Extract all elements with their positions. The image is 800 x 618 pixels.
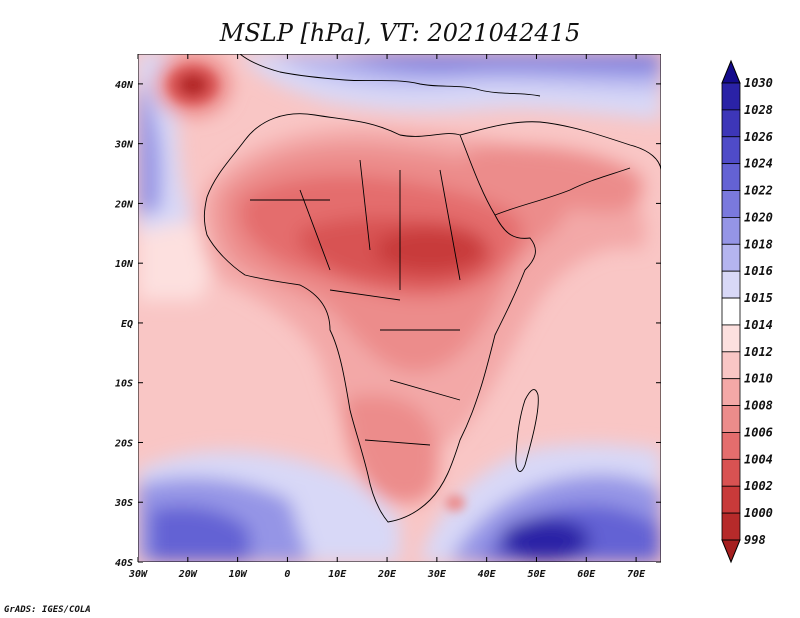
lon-tick-label: 20W (178, 569, 198, 580)
colorbar-label: 1010 (744, 372, 773, 386)
colorbar-top-arrow (721, 59, 741, 84)
colorbar-segment (721, 324, 741, 353)
colorbar-label: 1024 (744, 157, 773, 171)
lat-tick-label: 30S (114, 498, 133, 509)
colorbar-segment (721, 163, 741, 191)
colorbar-label: 1014 (744, 318, 773, 332)
lat-tick-label: 20S (114, 438, 133, 449)
lon-tick-label: 30W (128, 569, 148, 580)
colorbar-label: 1026 (744, 130, 773, 144)
colorbar-segment (721, 405, 741, 433)
lat-tick-label: 30N (114, 140, 134, 151)
colorbar-label: 1018 (744, 237, 773, 251)
map-axes: 30W 20W 10W 0 10E 20E 30E 40E 50E 60E 70E 40N 30N 20N… (114, 54, 661, 580)
colorbar-segment (721, 297, 741, 326)
colorbar-label: 1004 (744, 452, 773, 466)
colorbar-segment (721, 458, 741, 487)
colorbar-label: 1012 (744, 345, 773, 359)
colorbar-label: 1016 (744, 264, 773, 278)
colorbar-segment (721, 243, 741, 272)
pressure-field (138, 54, 661, 562)
colorbar-segment (721, 378, 741, 406)
colorbar-label: 998 (744, 533, 766, 547)
lon-tick-label: 10W (229, 569, 248, 580)
colorbar-segment (721, 351, 741, 380)
lat-tick-label: 10S (115, 379, 133, 390)
lon-tick-label: 0 (284, 569, 290, 580)
lon-tick-label: 70E (627, 569, 646, 580)
colorbar-segment (721, 136, 741, 165)
lon-tick-label: 50E (527, 569, 546, 580)
colorbar-label: 1020 (744, 210, 773, 224)
lon-tick-label: 40E (478, 569, 497, 580)
colorbar-label: 1015 (744, 291, 773, 305)
lon-tick-label: 20E (377, 569, 397, 580)
colorbar-segment (721, 485, 741, 514)
colorbar: 1030 1028 1026 1024 1022 1020 1018 1016 1015 1014… (721, 59, 773, 564)
lat-tick-label: 40N (115, 80, 134, 91)
colorbar-label: 1006 (744, 425, 773, 439)
map-title: MSLP [hPa], VT: 2021042415 (219, 19, 580, 47)
lon-tick-label: 60E (577, 569, 596, 580)
colorbar-segment (721, 190, 741, 218)
lat-tick-label: 10N (115, 259, 134, 270)
colorbar-segment (721, 217, 741, 245)
lon-tick-label: 10E (328, 569, 347, 580)
colorbar-segment (721, 270, 741, 299)
colorbar-bottom-arrow (721, 539, 741, 564)
colorbar-label: 1022 (744, 184, 773, 198)
colorbar-segment (721, 109, 741, 138)
colorbar-label: 1000 (744, 506, 773, 520)
coastlines (203, 54, 661, 523)
colorbar-label: 1002 (744, 479, 773, 493)
lat-tick-label: 40S (115, 558, 133, 569)
credit-text: GrADS: IGES/COLA (4, 605, 91, 615)
lat-tick-label: 20N (114, 199, 134, 210)
colorbar-label: 1028 (744, 103, 773, 117)
colorbar-segment (721, 82, 741, 111)
colorbar-label: 1030 (744, 76, 773, 90)
lon-tick-label: 30E (427, 569, 447, 580)
colorbar-segment (721, 512, 741, 541)
colorbar-segment (721, 432, 741, 460)
colorbar-label: 1008 (744, 399, 773, 413)
lat-tick-label: EQ (121, 319, 133, 330)
